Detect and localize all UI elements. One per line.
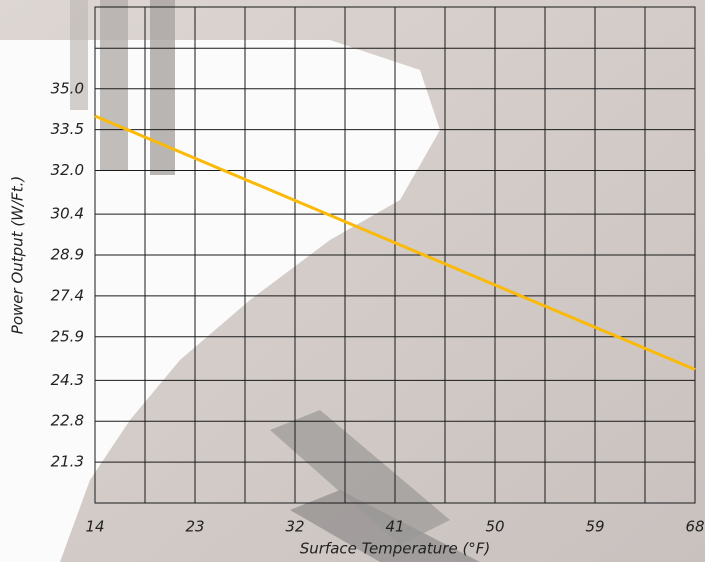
y-tick-label: 22.8: [51, 412, 84, 430]
x-tick-label: 23: [185, 518, 204, 536]
x-tick-label: 14: [85, 518, 104, 536]
x-axis-title: Surface Temperature (°F): [300, 540, 491, 558]
y-tick-label: 33.5: [51, 120, 84, 138]
y-tick-label: 27.4: [51, 286, 84, 304]
y-tick-label: 32.0: [51, 161, 84, 179]
x-tick-label: 59: [585, 518, 604, 536]
y-axis-title: Power Output (W/Ft.): [9, 176, 27, 334]
y-tick-label: 25.9: [51, 327, 84, 345]
chart: Surface Temperature (°F) Power Output (W…: [0, 0, 705, 562]
x-tick-label: 32: [285, 518, 304, 536]
x-tick-label: 68: [685, 518, 704, 536]
background-photo: [0, 0, 705, 562]
y-tick-label: 21.3: [51, 453, 84, 471]
y-tick-label: 30.4: [51, 205, 84, 223]
x-tick-label: 41: [385, 518, 404, 536]
x-tick-label: 50: [485, 518, 504, 536]
y-tick-label: 24.3: [51, 371, 84, 389]
y-tick-label: 35.0: [51, 79, 84, 97]
y-tick-label: 28.9: [51, 246, 84, 264]
